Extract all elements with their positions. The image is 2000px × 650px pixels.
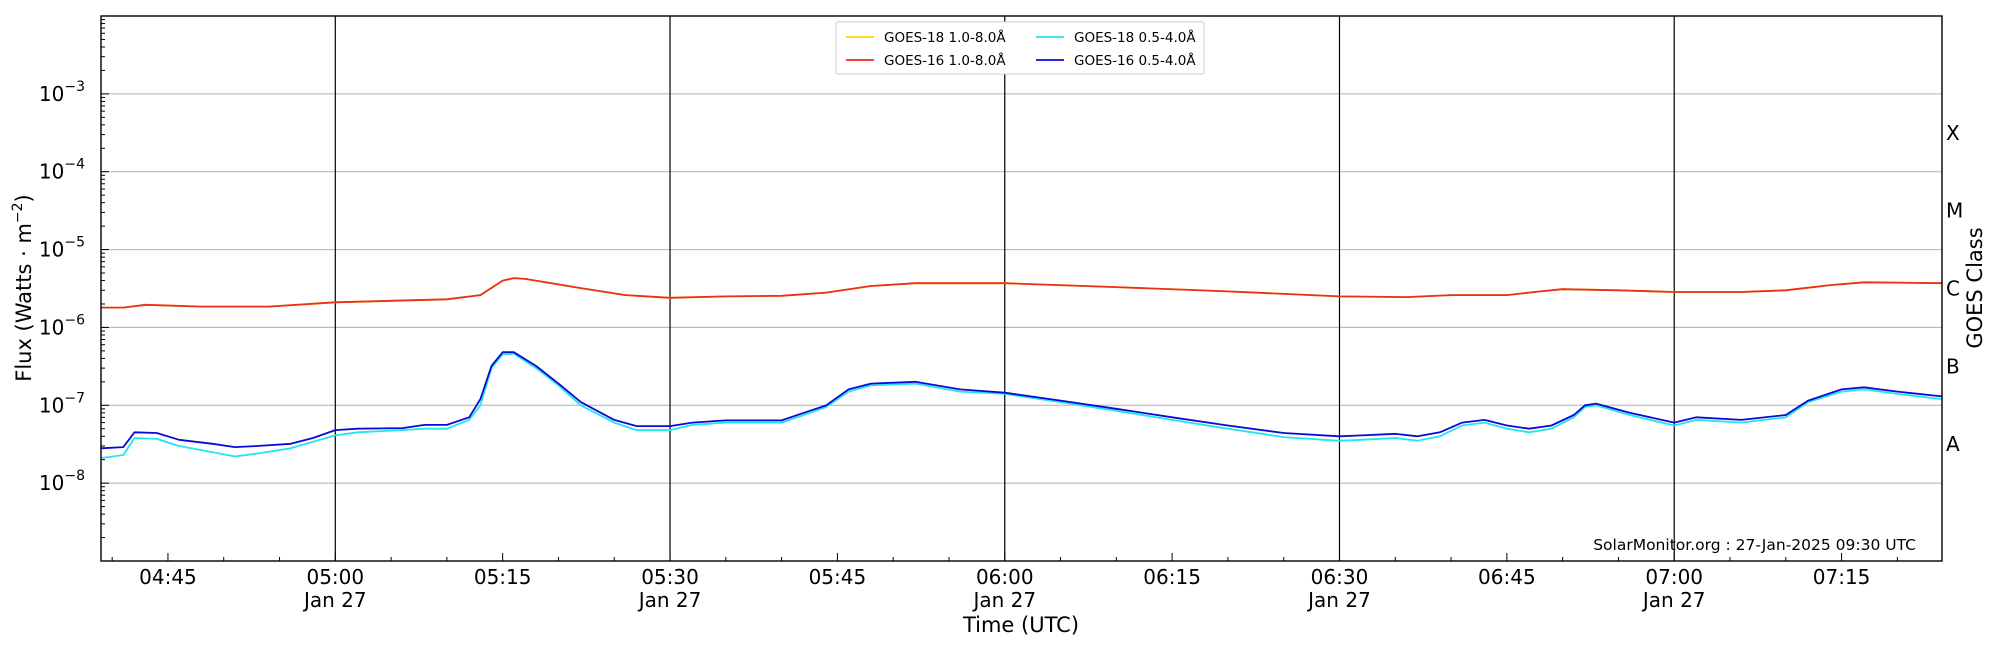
y-tick-base: 10	[39, 393, 64, 417]
x-tick-time: 06:00	[976, 565, 1034, 589]
x-tick-date: Jan 27	[637, 588, 702, 612]
series-lines	[100, 277, 1943, 459]
x-tick-date: Jan 27	[1641, 588, 1706, 612]
credit-text: SolarMonitor.org : 27-Jan-2025 09:30 UTC	[1593, 536, 1916, 554]
y-axis-title-exp: −2	[10, 202, 26, 223]
plot-frame	[100, 15, 1943, 562]
y-tick-label: 10−6	[39, 312, 85, 339]
y-tick-exponent: −8	[64, 468, 85, 484]
goes-class-b: B	[1946, 354, 1960, 378]
legend-label: GOES-16 0.5-4.0Å	[1074, 52, 1196, 69]
y-tick-base: 10	[39, 238, 64, 262]
y-tick-label: 10−7	[39, 390, 85, 417]
right-axis-title: GOES Class	[1963, 227, 1987, 348]
y-tick-label: 10−8	[39, 468, 85, 495]
y-tick-label: 10−5	[39, 235, 85, 262]
x-tick-time: 05:15	[474, 565, 532, 589]
y-tick-exponent: −5	[64, 235, 85, 251]
day-boundary-lines	[334, 16, 1675, 561]
y-tick-label: 10−3	[39, 79, 85, 106]
legend-label: GOES-16 1.0-8.0Å	[884, 52, 1006, 69]
y-tick-base: 10	[39, 315, 64, 339]
y-axis-title-close: )	[12, 194, 36, 202]
y-axis-title-main: Flux (Watts · m	[12, 223, 36, 382]
grid-lines	[101, 93, 1942, 484]
x-tick-time: 05:30	[641, 565, 699, 589]
x-tick-time: 07:00	[1645, 565, 1703, 589]
goes-class-m: M	[1946, 199, 1963, 223]
y-tick-labels: 10−810−710−610−510−410−3	[39, 79, 85, 495]
goes-class-x: X	[1946, 121, 1960, 145]
x-tick-time: 06:45	[1478, 565, 1536, 589]
x-tick-date: Jan 27	[971, 588, 1036, 612]
legend: GOES-18 1.0-8.0Å GOES-18 0.5-4.0Å GOES-16 …	[835, 21, 1205, 75]
y-tick-exponent: −3	[64, 79, 85, 95]
x-tick-time: 06:30	[1311, 565, 1369, 589]
legend-box	[835, 21, 1205, 75]
legend-entries: GOES-18 1.0-8.0Å GOES-18 0.5-4.0Å GOES-16 …	[846, 29, 1196, 69]
goes-class-c: C	[1946, 277, 1960, 301]
series-line	[101, 277, 1943, 309]
legend-label: GOES-18 1.0-8.0Å	[884, 29, 1006, 46]
goes-class-a: A	[1946, 432, 1960, 456]
x-tick-time: 05:45	[809, 565, 867, 589]
series-line	[101, 277, 1943, 309]
x-tick-date: Jan 27	[1306, 588, 1371, 612]
x-tick-time: 04:45	[139, 565, 197, 589]
y-tick-base: 10	[39, 82, 64, 106]
x-tick-time: 07:15	[1813, 565, 1871, 589]
legend-label: GOES-18 0.5-4.0Å	[1074, 29, 1196, 46]
y-tick-exponent: −6	[64, 312, 85, 328]
y-tick-exponent: −7	[64, 390, 85, 406]
series-line	[100, 352, 1943, 459]
x-tick-time: 05:00	[306, 565, 364, 589]
y-tick-label: 10−4	[39, 157, 85, 184]
x-tick-time: 06:15	[1143, 565, 1201, 589]
y-tick-base: 10	[39, 160, 64, 184]
x-tick-date: Jan 27	[302, 588, 367, 612]
y-axis-title: Flux (Watts · m−2)	[10, 194, 36, 382]
x-axis-title: Time (UTC)	[962, 613, 1079, 637]
y-tick-exponent: −4	[64, 157, 85, 173]
goes-class-labels: A B C M X	[1946, 121, 1963, 456]
series-line	[100, 351, 1943, 450]
axis-ticks	[101, 19, 1898, 562]
y-tick-base: 10	[39, 471, 64, 495]
